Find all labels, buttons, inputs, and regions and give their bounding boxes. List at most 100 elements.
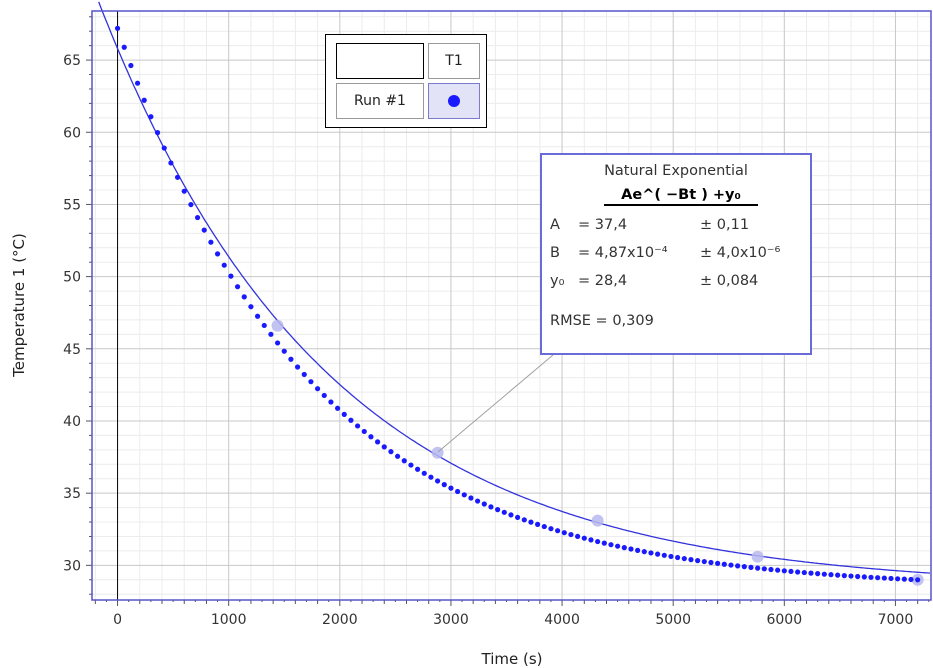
- data-point[interactable]: [795, 569, 801, 575]
- data-point[interactable]: [168, 160, 174, 166]
- data-point[interactable]: [321, 392, 327, 399]
- data-point[interactable]: [535, 521, 541, 528]
- data-point[interactable]: [828, 572, 834, 578]
- data-point[interactable]: [761, 566, 767, 572]
- data-point[interactable]: [708, 559, 714, 566]
- data-point[interactable]: [541, 523, 547, 530]
- legend-run-header[interactable]: [336, 43, 424, 79]
- data-point[interactable]: [181, 188, 187, 194]
- data-point[interactable]: [221, 262, 227, 268]
- data-point[interactable]: [308, 379, 314, 385]
- data-point[interactable]: [448, 485, 454, 491]
- data-point[interactable]: [855, 573, 861, 580]
- data-point[interactable]: [455, 488, 461, 495]
- data-point[interactable]: [208, 239, 214, 245]
- data-point[interactable]: [648, 550, 654, 556]
- data-point[interactable]: [214, 251, 221, 257]
- data-point[interactable]: [161, 145, 167, 151]
- data-point[interactable]: [374, 439, 381, 445]
- data-point[interactable]: [301, 371, 307, 378]
- legend-run-name[interactable]: Run #1: [336, 83, 424, 119]
- data-point[interactable]: [248, 304, 254, 310]
- data-point[interactable]: [368, 434, 374, 440]
- data-point[interactable]: [121, 44, 127, 50]
- data-point[interactable]: [808, 570, 814, 576]
- data-point[interactable]: [294, 364, 301, 370]
- data-point[interactable]: [475, 498, 481, 504]
- data-point[interactable]: [528, 519, 534, 525]
- data-point[interactable]: [488, 504, 494, 510]
- data-point[interactable]: [141, 97, 147, 103]
- data-point[interactable]: [668, 553, 674, 560]
- data-point[interactable]: [881, 575, 887, 581]
- data-point[interactable]: [501, 509, 507, 515]
- data-point[interactable]: [268, 331, 274, 337]
- data-point[interactable]: [628, 546, 634, 552]
- data-point[interactable]: [841, 573, 847, 579]
- data-point[interactable]: [675, 554, 681, 561]
- data-point[interactable]: [821, 571, 827, 577]
- data-point[interactable]: [441, 482, 447, 488]
- data-point[interactable]: [815, 571, 821, 577]
- data-point[interactable]: [755, 565, 761, 571]
- data-point[interactable]: [641, 549, 647, 555]
- data-point[interactable]: [848, 573, 854, 579]
- data-point[interactable]: [575, 533, 581, 540]
- data-point[interactable]: [201, 227, 207, 233]
- data-point[interactable]: [521, 517, 527, 523]
- legend-marker-cell[interactable]: [428, 83, 480, 119]
- curve-fit-annotation[interactable]: Natural Exponential Ae^( −Bt ) +y₀ A = 3…: [540, 153, 812, 355]
- data-point[interactable]: [134, 80, 141, 86]
- data-point[interactable]: [915, 577, 921, 583]
- data-point[interactable]: [721, 561, 727, 567]
- data-point[interactable]: [354, 423, 361, 429]
- data-point[interactable]: [635, 547, 641, 553]
- data-points[interactable]: [114, 25, 924, 586]
- data-point[interactable]: [515, 514, 521, 521]
- data-point[interactable]: [461, 492, 467, 498]
- data-point[interactable]: [748, 564, 754, 570]
- data-point[interactable]: [728, 562, 734, 568]
- data-point[interactable]: [348, 417, 354, 423]
- data-point[interactable]: [421, 470, 427, 476]
- data-point[interactable]: [314, 386, 321, 392]
- data-point[interactable]: [428, 474, 434, 480]
- data-point[interactable]: [148, 114, 154, 120]
- data-point[interactable]: [568, 531, 574, 538]
- data-point[interactable]: [768, 566, 774, 573]
- data-point[interactable]: [388, 449, 394, 455]
- data-point[interactable]: [908, 576, 914, 583]
- data-point[interactable]: [781, 568, 787, 574]
- data-point[interactable]: [868, 574, 874, 580]
- data-point[interactable]: [481, 501, 487, 507]
- data-point[interactable]: [801, 569, 807, 576]
- data-point[interactable]: [241, 294, 247, 300]
- data-point[interactable]: [695, 558, 701, 564]
- data-point[interactable]: [334, 405, 341, 411]
- data-point[interactable]: [561, 530, 567, 536]
- data-point[interactable]: [588, 537, 594, 543]
- data-point[interactable]: [288, 356, 294, 362]
- data-point[interactable]: [835, 572, 841, 578]
- data-point[interactable]: [735, 563, 741, 569]
- data-point[interactable]: [114, 25, 121, 31]
- data-point[interactable]: [888, 575, 894, 582]
- data-point[interactable]: [688, 557, 694, 563]
- data-point[interactable]: [741, 564, 747, 570]
- data-point[interactable]: [228, 273, 234, 279]
- data-point[interactable]: [414, 466, 421, 472]
- data-point[interactable]: [401, 458, 407, 464]
- legend[interactable]: T1 Run #1: [325, 34, 487, 128]
- data-point[interactable]: [681, 555, 687, 562]
- data-point[interactable]: [194, 214, 201, 221]
- data-point[interactable]: [394, 453, 401, 459]
- data-point[interactable]: [595, 538, 601, 545]
- data-point[interactable]: [274, 340, 281, 346]
- data-point[interactable]: [601, 540, 607, 546]
- data-point[interactable]: [661, 552, 667, 558]
- data-point[interactable]: [154, 130, 161, 136]
- data-point[interactable]: [361, 428, 367, 435]
- data-point[interactable]: [775, 567, 781, 573]
- data-point[interactable]: [328, 399, 334, 405]
- data-point[interactable]: [381, 444, 387, 450]
